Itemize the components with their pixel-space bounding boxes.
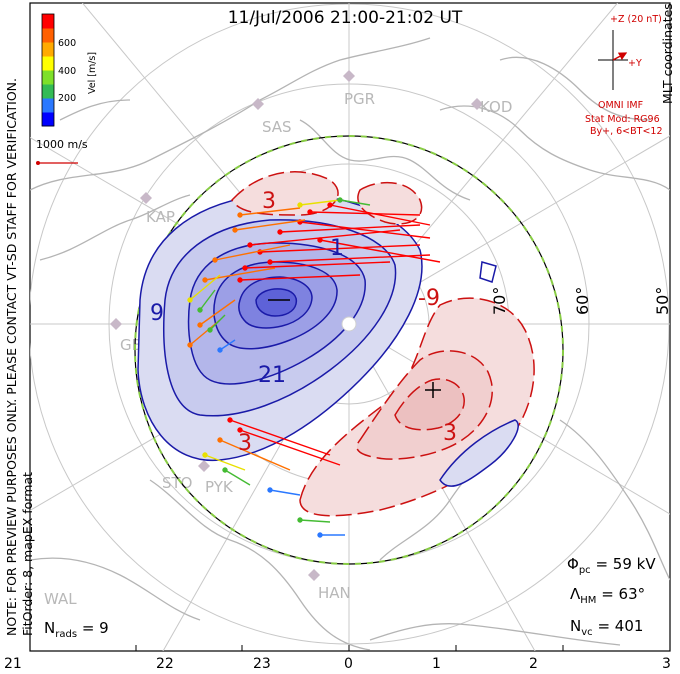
contour-label: 21 bbox=[258, 363, 286, 388]
hm-boundary-dashes bbox=[134, 135, 564, 565]
imf-model: Stat Mod: RG96 bbox=[585, 114, 660, 125]
phi-pc-readout: Φpc = 59 kV bbox=[567, 555, 656, 576]
n-rads-readout: Nrads = 9 bbox=[44, 619, 109, 640]
colorbar-segment bbox=[42, 98, 54, 113]
svg-text:50°: 50° bbox=[653, 287, 672, 315]
station-markers bbox=[110, 70, 483, 581]
colorbar-segment bbox=[42, 42, 54, 57]
colorbar-segment bbox=[42, 112, 54, 127]
mlt-label: 2 bbox=[529, 656, 538, 672]
imf-condition: By+, 6<BT<12 bbox=[590, 126, 663, 137]
mlt-label: 1 bbox=[432, 656, 441, 672]
svg-text:HAN: HAN bbox=[318, 584, 351, 602]
mlt-label: 23 bbox=[253, 656, 271, 672]
svg-text:PYK: PYK bbox=[205, 478, 234, 496]
colorbar-segment bbox=[42, 70, 54, 85]
mlt-label: 22 bbox=[156, 656, 174, 672]
imf-clock bbox=[598, 30, 628, 90]
coordinate-system-label: MLT coordinates bbox=[660, 3, 675, 104]
colorbar-tick-200: 200 bbox=[58, 93, 77, 104]
lambda-hm-readout: ΛHM = 63° bbox=[570, 585, 646, 606]
negative-potential-cell bbox=[137, 192, 423, 462]
svg-text:SAS: SAS bbox=[262, 118, 292, 136]
svg-text:PGR: PGR bbox=[344, 90, 375, 108]
colorbar-segment bbox=[42, 28, 54, 43]
mlt-ticks bbox=[30, 645, 670, 651]
preview-note: NOTE: FOR PREVIEW PURPOSES ONLY. PLEASE … bbox=[4, 78, 19, 636]
svg-text:60°: 60° bbox=[573, 287, 592, 315]
colorbar-segment bbox=[42, 14, 54, 29]
colorbar-segment bbox=[42, 56, 54, 71]
svg-text:70°: 70° bbox=[490, 287, 509, 315]
mlt-label: 0 bbox=[344, 656, 353, 672]
colorbar-tick-600: 600 bbox=[58, 38, 77, 49]
contour-label: 3 bbox=[238, 431, 252, 456]
latitude-labels: 70° 60° 50° bbox=[490, 287, 672, 315]
contour-label: 9 bbox=[150, 301, 164, 326]
fit-order-note: FitOrder: 8, mapEX format bbox=[20, 472, 35, 636]
velocity-colorbar bbox=[42, 14, 54, 127]
contour-label: 1 bbox=[330, 236, 344, 261]
map-title: 11/Jul/2006 21:00-21:02 UT bbox=[227, 8, 463, 28]
contour-label: 3 bbox=[262, 189, 276, 214]
mlt-label: 3 bbox=[662, 656, 671, 672]
svg-text:KAP: KAP bbox=[146, 208, 175, 226]
svg-text:KOD: KOD bbox=[480, 98, 512, 116]
contour-label: 3 bbox=[443, 421, 457, 446]
svg-text:WAL: WAL bbox=[44, 590, 77, 608]
imf-z-label: +Z (20 nT) bbox=[610, 14, 662, 25]
contour-label: -9 bbox=[418, 286, 440, 311]
mlt-label: 21 bbox=[4, 656, 22, 672]
scale-vector-label: 1000 m/s bbox=[36, 138, 88, 151]
imf-y-label: +Y bbox=[628, 58, 642, 69]
velocity-vectors bbox=[187, 197, 441, 538]
n-vc-readout: Nvc = 401 bbox=[570, 617, 644, 638]
colorbar-segment bbox=[42, 84, 54, 99]
pole-marker bbox=[341, 316, 357, 332]
colorbar-tick-400: 400 bbox=[58, 66, 77, 77]
imf-source: OMNI IMF bbox=[598, 100, 644, 111]
colorbar-label: Vel [m/s] bbox=[87, 51, 98, 94]
contour-labels: 3 9 1 21 3 -9 3 bbox=[150, 189, 457, 456]
